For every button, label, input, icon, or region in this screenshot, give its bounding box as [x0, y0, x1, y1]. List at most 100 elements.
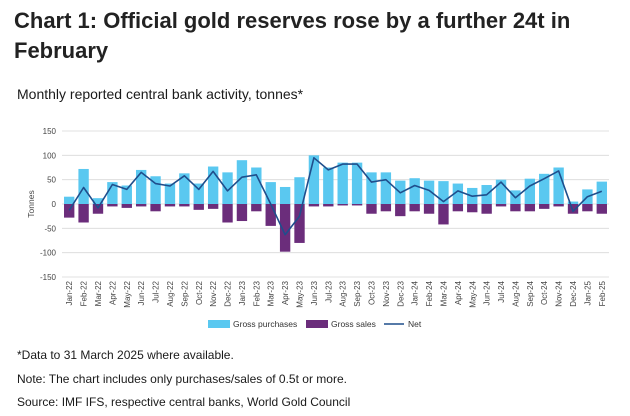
x-tick-label: Nov-24 [555, 280, 564, 306]
x-tick-label: Jul-23 [324, 280, 333, 302]
gross-sales-bar [135, 204, 147, 207]
legend: Gross purchases Gross sales Net [208, 319, 422, 329]
gross-purchases-bar [438, 181, 449, 204]
gross-purchases-bar [553, 167, 564, 204]
y-tick-label: -50 [44, 224, 56, 233]
x-tick-label: Jan-24 [411, 280, 420, 305]
gross-purchases-bar [64, 196, 75, 204]
x-tick-label: Jan-25 [583, 280, 592, 305]
gross-sales-bar [78, 204, 89, 223]
source-note: Source: IMF IFS, respective central bank… [17, 395, 351, 409]
chart-subtitle: Monthly reported central bank activity, … [17, 86, 304, 102]
x-tick-label: Sep-22 [180, 280, 189, 306]
y-axis-label: Tonnes [26, 190, 36, 217]
gross-purchases-bar [150, 176, 161, 204]
gross-sales-bar [207, 204, 219, 209]
gross-sales-bar [395, 204, 406, 217]
gross-purchases-bar [351, 162, 363, 204]
gross-sales-bar [92, 204, 104, 214]
gross-sales-bar [236, 204, 248, 222]
x-tick-label: Aug-23 [339, 280, 348, 306]
gross-sales-bar [279, 204, 291, 252]
x-tick-label: Oct-22 [195, 280, 204, 305]
x-tick-label: Sep-24 [526, 280, 535, 306]
gross-sales-bar [294, 204, 305, 243]
gross-sales-bar [524, 204, 536, 212]
x-tick-label: Feb-22 [80, 280, 89, 306]
gross-sales-bar [553, 204, 564, 207]
gross-sales-bar [409, 204, 420, 212]
x-tick-label: May-24 [468, 280, 477, 307]
data-footnote: *Data to 31 March 2025 where available. [17, 348, 234, 362]
x-tick-label: Jan-23 [238, 280, 247, 305]
gross-purchases-bar [92, 198, 104, 204]
x-tick-label: Aug-24 [511, 280, 520, 306]
x-tick-label: Apr-23 [281, 280, 290, 305]
x-tick-label: Jul-22 [152, 280, 161, 302]
x-tick-label: Jun-22 [137, 280, 146, 305]
legend-sales-swatch [306, 320, 328, 328]
y-tick-label: 150 [43, 127, 57, 136]
gross-purchases-bar [279, 186, 291, 204]
gross-purchases-bar [164, 183, 176, 204]
gross-sales-bar [380, 204, 392, 212]
gross-purchases-bar [236, 160, 248, 204]
gross-purchases-bar [251, 167, 262, 204]
gross-sales-bar [107, 204, 118, 207]
gross-purchases-bar [567, 201, 579, 204]
gross-purchases-bar [423, 180, 435, 204]
gross-sales-bar [567, 204, 579, 214]
x-tick-label: Aug-22 [166, 280, 175, 306]
y-axis-ticks: 150 100 50 0 -50 -100 -150 [40, 127, 57, 282]
gross-sales-bar [251, 204, 262, 212]
gross-sales-bar [337, 204, 348, 206]
gross-sales-bar [265, 204, 276, 226]
gross-purchases-bar [539, 173, 550, 204]
gross-purchases-bar [452, 183, 464, 204]
x-tick-label: Dec-22 [224, 280, 233, 306]
x-tick-label: May-23 [296, 280, 305, 307]
x-tick-label: Feb-23 [252, 280, 261, 306]
gross-sales-bar [179, 204, 190, 207]
gross-sales-bar [193, 204, 204, 210]
x-tick-label: Nov-23 [382, 280, 391, 306]
y-tick-label: 50 [47, 176, 56, 185]
gross-sales-bar [596, 204, 607, 214]
x-tick-label: Sep-23 [353, 280, 362, 306]
gross-sales-bar [467, 204, 478, 213]
gross-sales-bar [308, 204, 320, 207]
y-tick-label: -100 [40, 249, 57, 258]
chart-title: Chart 1: Official gold reserves rose by … [14, 8, 571, 63]
x-tick-label: Feb-25 [598, 280, 607, 306]
x-tick-label: Mar-22 [94, 280, 103, 306]
gross-purchases-bar [294, 177, 305, 204]
x-tick-label: Nov-22 [209, 280, 218, 306]
gross-purchases-bar [78, 168, 89, 204]
gross-purchases-bar [308, 155, 320, 204]
gross-purchases-bar [380, 172, 392, 204]
gross-sales-bar [351, 204, 363, 206]
x-tick-label: Dec-24 [569, 280, 578, 306]
x-tick-label: Apr-22 [108, 280, 117, 305]
gross-sales-bar [582, 204, 593, 212]
gross-purchases-bar [524, 178, 536, 204]
net-line [68, 156, 603, 236]
gross-sales-bar [366, 204, 377, 214]
gross-sales-bar [495, 204, 507, 207]
gross-sales-bar [452, 204, 464, 212]
y-tick-label: 0 [52, 200, 57, 209]
x-tick-label: Jun-23 [310, 280, 319, 305]
gross-purchases-bar [222, 172, 233, 204]
gross-sales-bar [164, 204, 176, 207]
gross-sales-bar [150, 204, 161, 212]
x-tick-label: Mar-23 [267, 280, 276, 306]
gross-purchases-bar [323, 167, 334, 204]
x-tick-label: Jan-22 [65, 280, 74, 305]
gross-purchases-bar [409, 178, 420, 204]
x-tick-label: Jun-24 [483, 280, 492, 305]
gross-sales-bar [510, 204, 521, 212]
gross-purchases-bar [596, 181, 607, 204]
x-tick-label: Oct-23 [367, 280, 376, 305]
x-tick-label: May-22 [123, 280, 132, 307]
gross-sales-bar [222, 204, 233, 223]
